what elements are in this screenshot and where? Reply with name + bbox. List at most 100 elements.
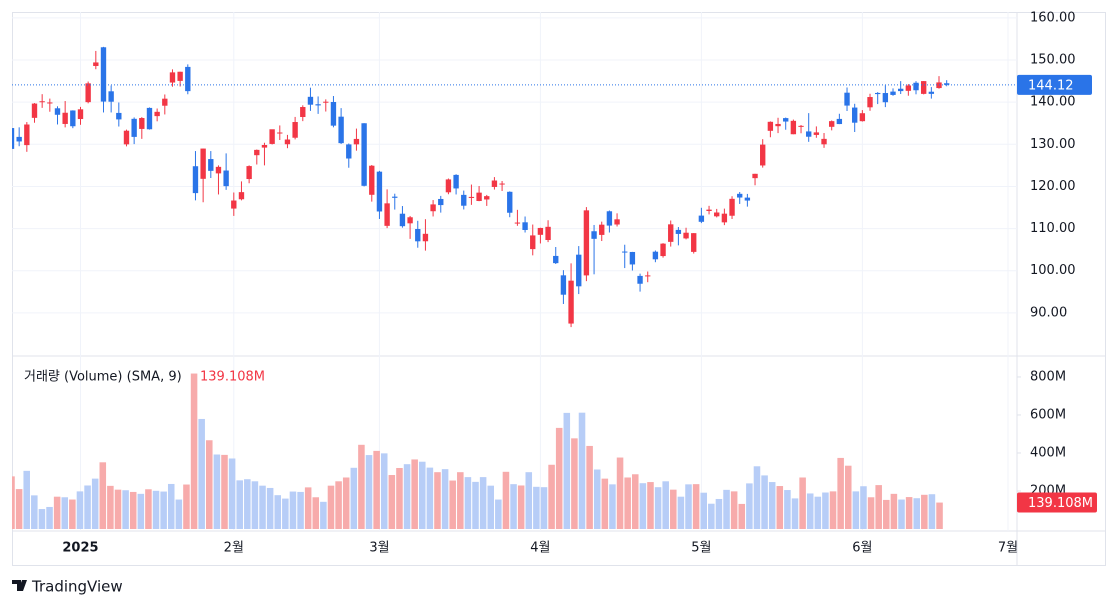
volume-bar (403, 464, 411, 529)
volume-bar (806, 493, 814, 529)
candle-body (668, 224, 674, 242)
candle-body (123, 130, 130, 145)
candle-body (507, 191, 513, 213)
volume-bar (563, 412, 571, 529)
y-tick-label: 130.00 (1030, 137, 1076, 152)
candle-body (568, 280, 574, 324)
volume-bar (206, 440, 213, 529)
logo: TradingView (12, 578, 123, 596)
volume-bar (654, 487, 662, 529)
candle-body (606, 211, 613, 226)
volume-bar (441, 469, 449, 529)
candle-body (530, 235, 536, 250)
volume-bar (12, 476, 15, 529)
candle-body (169, 72, 176, 83)
volume-bar (304, 487, 312, 529)
candle-body (675, 229, 682, 234)
volume-bar (905, 497, 913, 529)
volume-bar (183, 484, 190, 529)
volume-bar (517, 485, 525, 529)
y-tick-label: 140.00 (1030, 95, 1076, 110)
volume-bar (388, 475, 396, 529)
candle-body (131, 118, 137, 137)
candle-body (798, 125, 804, 127)
volume-bar (152, 490, 160, 529)
volume-bar (487, 485, 495, 529)
volume-bar (533, 486, 540, 529)
candle-body (192, 166, 199, 194)
brand: TradingView (31, 578, 123, 596)
volume-bar (419, 461, 426, 529)
candle-body (39, 101, 45, 103)
volume-bar (350, 467, 358, 529)
volume-bar (852, 491, 860, 529)
candle-body (491, 180, 498, 187)
volume-bar (814, 496, 822, 529)
candle-body (376, 171, 383, 212)
candle-body (300, 107, 306, 118)
volume-bar (335, 481, 342, 529)
volume-bar (69, 499, 76, 529)
candle-body (54, 108, 61, 115)
volume-bar (274, 495, 282, 529)
volume-bar (289, 491, 297, 529)
candle-body (185, 66, 191, 92)
candle-body (422, 233, 429, 242)
volume-bar (692, 484, 700, 529)
candle-body (62, 112, 68, 124)
candle-body (783, 118, 789, 122)
candle-body (323, 101, 329, 103)
y-tick-label: 150.00 (1030, 53, 1076, 68)
candle-body (522, 222, 528, 230)
volume-bar (114, 489, 122, 529)
grid (12, 12, 1017, 531)
volume-bar (502, 471, 510, 529)
candle-body (215, 166, 222, 174)
volume-bar (358, 444, 365, 529)
volume-bar (578, 412, 586, 529)
volume-bar (244, 479, 251, 529)
volume-bar (411, 459, 418, 529)
candle-body (760, 144, 766, 166)
candle-body (875, 92, 881, 95)
volume-bar (593, 469, 601, 529)
last-price-badge (1017, 74, 1092, 95)
y-tick-label: 90.00 (1030, 305, 1067, 320)
candle-body (560, 275, 567, 295)
logo-icon (12, 580, 27, 591)
candle-body (898, 88, 904, 92)
candle-body (852, 107, 858, 123)
candle-body (346, 144, 352, 159)
volume-bar (829, 491, 837, 529)
candle-body (238, 192, 245, 200)
candle-body (629, 251, 636, 265)
volume-bar (297, 491, 304, 529)
volume-bar (342, 477, 350, 529)
candle-body (369, 165, 375, 195)
candle-body (307, 96, 314, 105)
volume-bar (822, 492, 829, 529)
volume-bar (129, 491, 137, 529)
volume-bar (860, 486, 867, 529)
candle-body (70, 110, 76, 127)
candle-body (85, 83, 91, 103)
plot (12, 46, 1017, 529)
candle-body (430, 204, 436, 212)
volume-bar (936, 502, 943, 529)
candle-body (821, 138, 827, 145)
candle-body (714, 212, 720, 217)
volume-bar (670, 489, 677, 529)
volume-bar (312, 497, 320, 529)
volume-bar (601, 478, 609, 529)
volume-bar (700, 492, 707, 529)
candle-body (652, 251, 659, 260)
volume-bar (730, 491, 738, 529)
candle-body (468, 196, 475, 198)
candle-body (338, 116, 344, 144)
volume-bar (776, 486, 784, 529)
y-tick-label: 800M (1030, 369, 1066, 384)
candle-body (806, 131, 812, 137)
volume-bar (327, 485, 335, 529)
candle-body (392, 196, 398, 198)
